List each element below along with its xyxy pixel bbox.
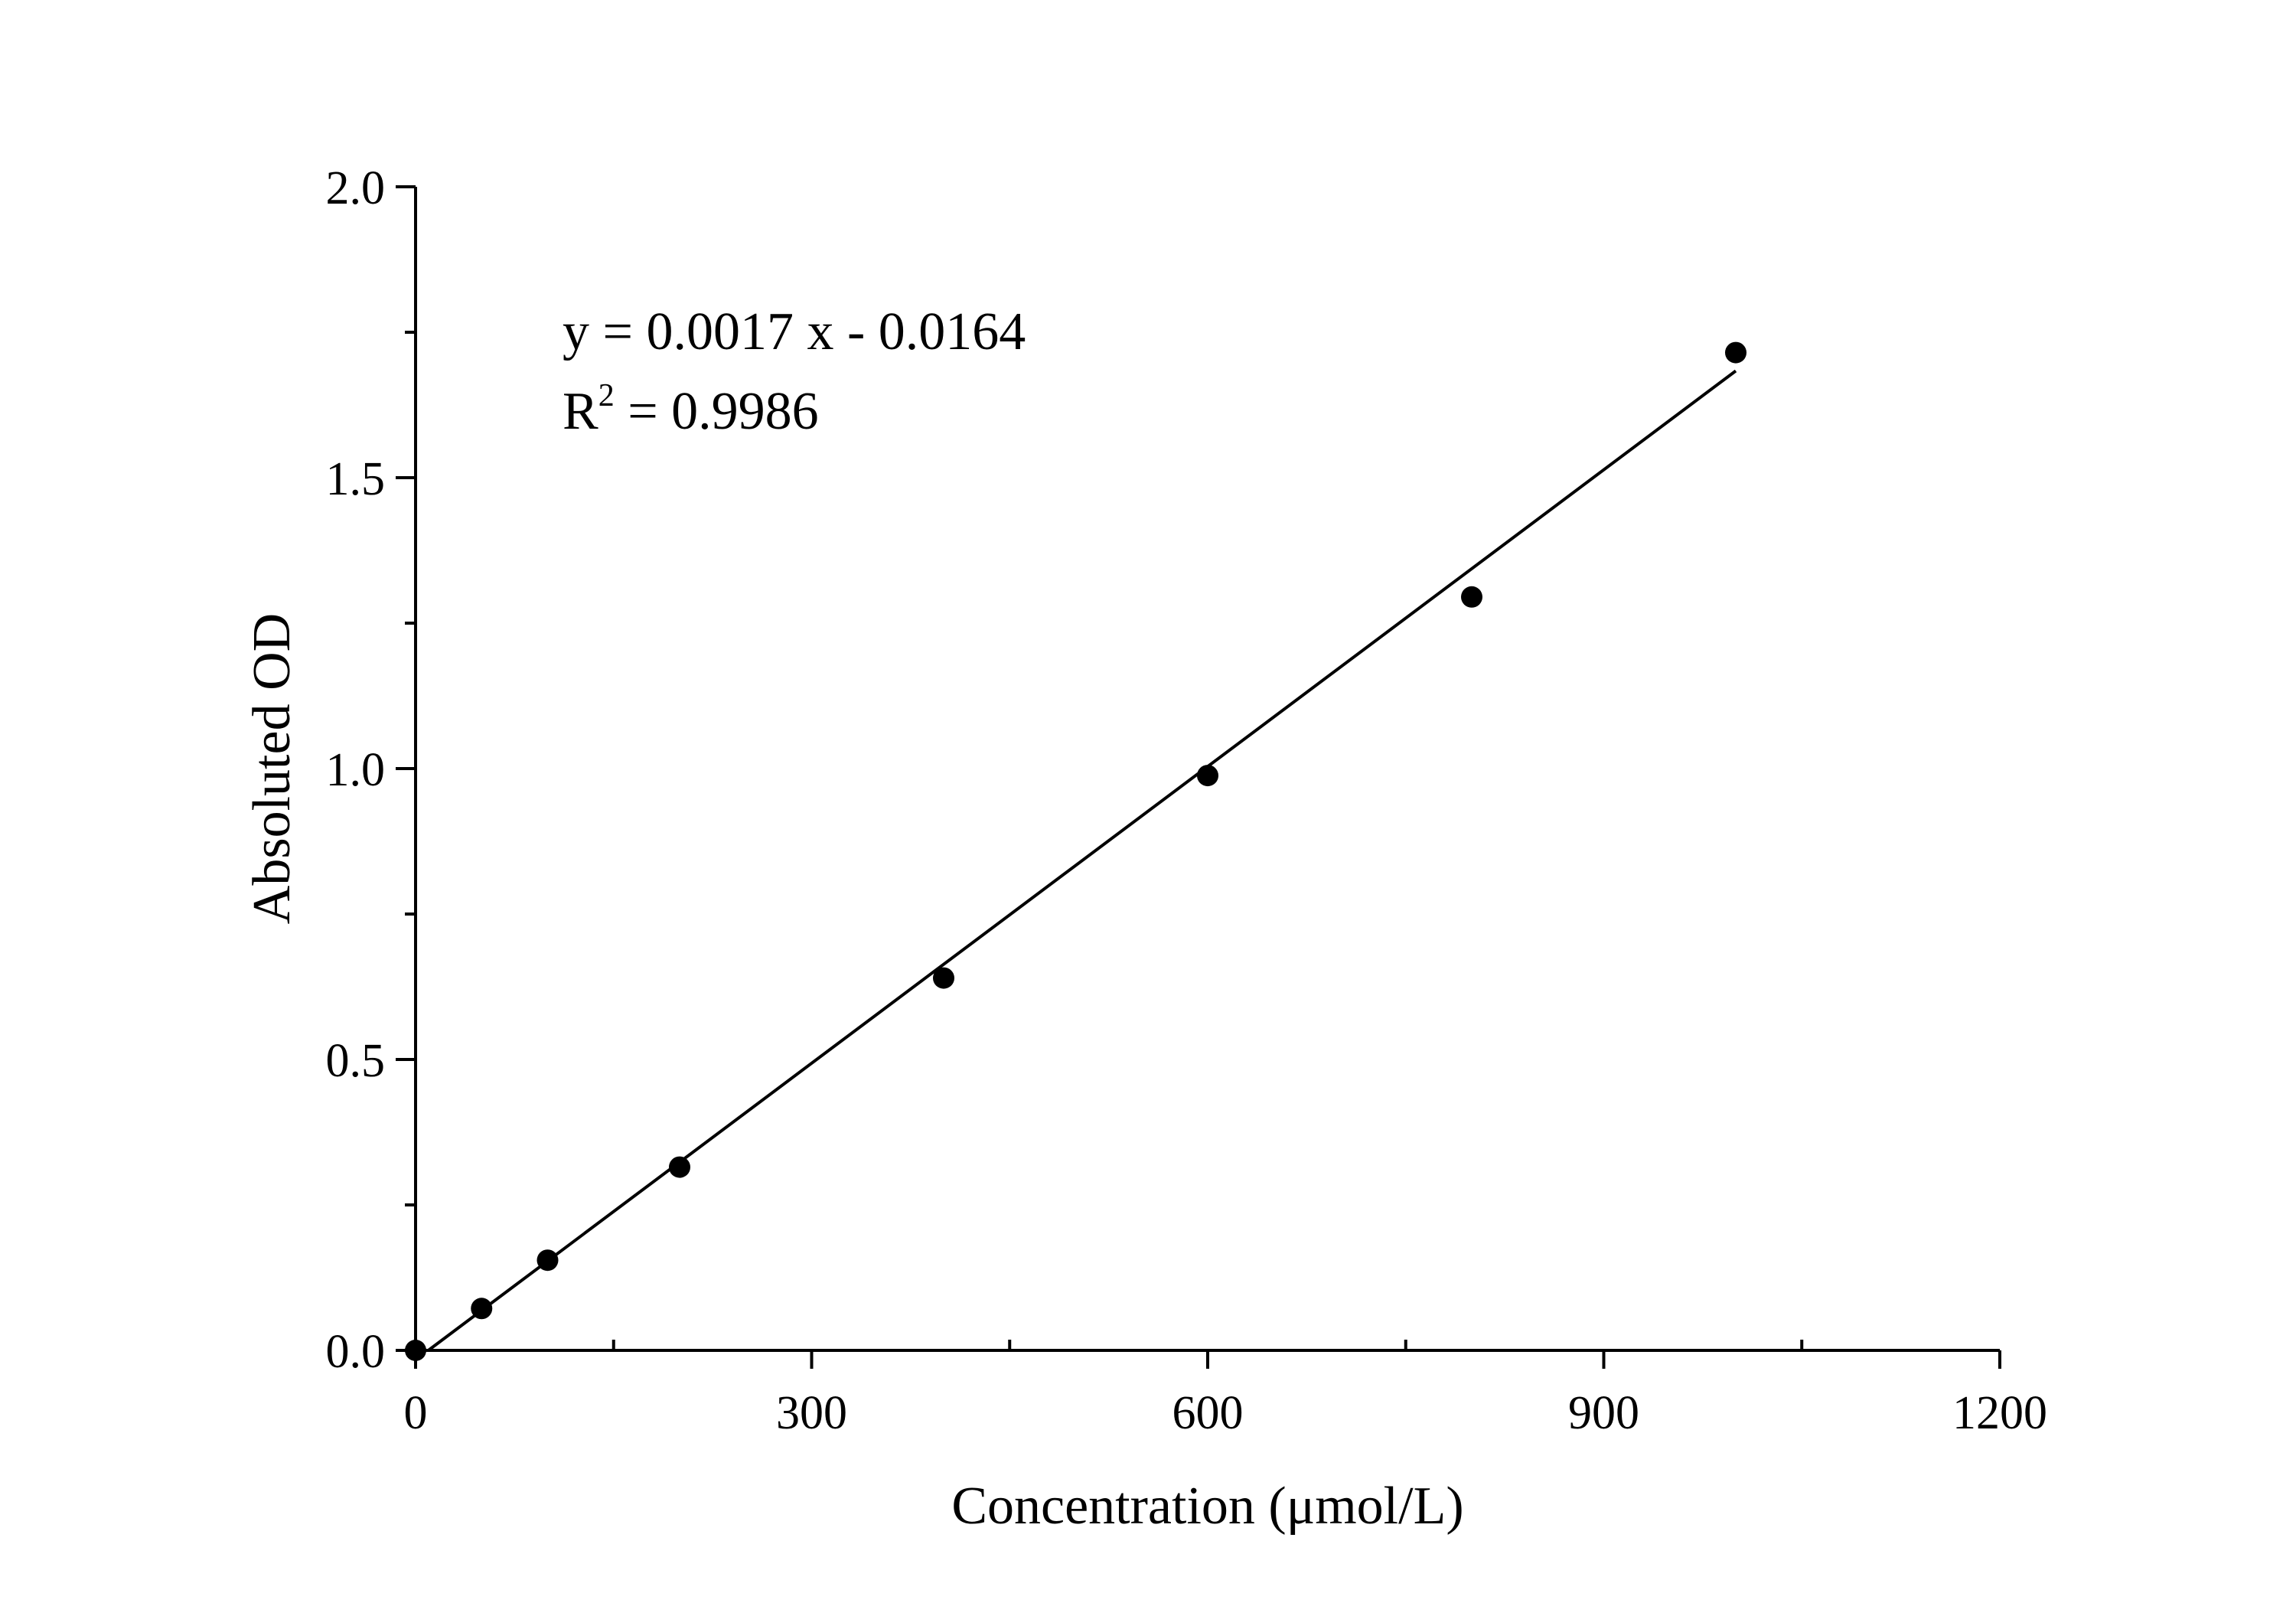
r2-value: = 0.9986 (615, 382, 819, 441)
y-tick-label: 1.5 (326, 453, 386, 505)
data-point (536, 1249, 559, 1272)
y-tick-label: 0.5 (326, 1035, 386, 1087)
y-tick-label: 0.0 (326, 1326, 386, 1378)
data-point (405, 1340, 426, 1361)
data-point (669, 1156, 690, 1178)
x-tick-label: 1200 (1952, 1387, 2047, 1439)
r-squared-annotation: R2 = 0.9986 (563, 378, 819, 441)
data-points (405, 341, 1746, 1361)
regression-line (427, 369, 1737, 1352)
data-point (1725, 341, 1746, 364)
r2-prefix: R (563, 382, 598, 441)
r2-superscript: 2 (598, 378, 615, 413)
data-point (471, 1298, 493, 1320)
data-point (1197, 765, 1218, 787)
data-point (933, 967, 954, 989)
x-axis-ticks: 0 300 600 900 1200 (404, 1340, 2047, 1439)
x-tick-label: 300 (776, 1387, 847, 1439)
regression-equation: y = 0.0017 x - 0.0164 (563, 302, 1026, 361)
y-axis-ticks: 0.0 0.5 1.0 1.5 2.0 (326, 162, 416, 1378)
y-axis-label: Absoluted OD (243, 613, 302, 924)
y-tick-label: 1.0 (326, 744, 386, 796)
y-tick-label: 2.0 (326, 162, 386, 214)
x-tick-label: 600 (1172, 1387, 1244, 1439)
x-axis-label: Concentration (μmol/L) (951, 1477, 1463, 1536)
fit-line-group (427, 369, 1737, 1352)
data-point (1461, 586, 1482, 608)
x-tick-label: 0 (404, 1387, 428, 1439)
x-tick-label: 900 (1568, 1387, 1639, 1439)
